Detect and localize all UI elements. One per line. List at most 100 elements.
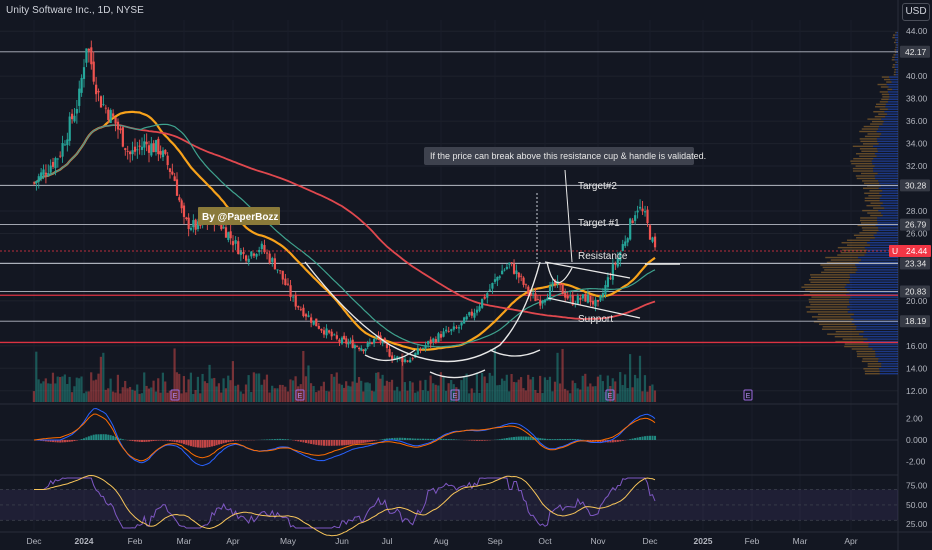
volume-bar: [49, 383, 52, 402]
profile-bar: [875, 350, 898, 353]
macd-histogram-bar: [503, 438, 506, 440]
candle-body: [493, 279, 497, 282]
candle-body: [611, 264, 614, 280]
profile-bar: [896, 31, 898, 34]
macd-histogram-bar: [571, 438, 574, 440]
profile-bar: [895, 31, 897, 34]
candle-body: [406, 360, 409, 362]
volume-bar: [136, 384, 139, 402]
profile-bar: [892, 36, 895, 39]
profile-bar: [867, 249, 898, 251]
macd-histogram-bar: [315, 440, 318, 445]
profile-bar: [867, 363, 882, 365]
candle-body: [231, 241, 235, 246]
volume-bar: [68, 376, 71, 402]
profile-bar: [848, 298, 898, 301]
profile-bar: [861, 172, 878, 175]
profile-bar: [890, 78, 898, 81]
macd-histogram-bar: [183, 440, 185, 445]
macd-tick-label: -2.00: [906, 456, 926, 466]
time-tick-label: Aug: [433, 536, 448, 546]
macd-histogram-bar: [73, 440, 76, 442]
candle-body: [229, 231, 232, 239]
macd-histogram-bar: [166, 440, 169, 441]
candle-body: [271, 258, 274, 262]
level-price-label: 20.83: [905, 287, 927, 297]
profile-bar: [892, 56, 895, 59]
time-tick-label: Feb: [128, 536, 143, 546]
candle-body: [638, 206, 642, 209]
profile-bar: [849, 281, 898, 283]
volume-bar: [444, 390, 448, 402]
time-axis: Dec 2024 Feb Mar Apr May Jun Jul Aug Sep Oct Nov Dec…: [26, 536, 857, 546]
volume-bar: [210, 378, 213, 402]
volume-bar: [304, 376, 307, 402]
volume-bar: [398, 391, 401, 402]
profile-bar: [857, 224, 876, 227]
currency-button[interactable]: USD: [902, 3, 930, 21]
profile-bar: [864, 197, 880, 199]
macd-histogram-bar: [169, 440, 171, 442]
profile-bar: [810, 303, 850, 306]
profile-bar: [852, 167, 874, 170]
macd-histogram-bar: [527, 436, 530, 440]
time-tick-label: Nov: [590, 536, 606, 546]
candle-body: [322, 330, 326, 335]
price-tick-label: 20.00: [906, 296, 928, 306]
volume-bar: [338, 383, 341, 402]
volume-bar: [171, 389, 174, 402]
macd-histogram-bar: [312, 440, 315, 445]
volume-bar: [429, 375, 432, 402]
candle-body: [414, 353, 417, 358]
profile-bar: [849, 308, 898, 311]
macd-histogram-bar: [381, 439, 384, 440]
volume-bar: [342, 387, 346, 402]
volume-bar: [606, 375, 609, 402]
volume-bar: [58, 377, 62, 402]
macd-histogram-bar: [419, 438, 422, 440]
volume-bar: [215, 386, 218, 402]
candle-body: [70, 113, 74, 120]
profile-bar: [859, 138, 877, 140]
profile-bar: [825, 256, 858, 259]
volume-bar: [351, 381, 354, 402]
macd-histogram-bar: [279, 438, 282, 440]
profile-bar: [871, 160, 898, 162]
volume-bar: [616, 393, 619, 402]
volume-bar: [586, 386, 589, 402]
profile-bar: [878, 368, 898, 370]
candle-body: [265, 252, 269, 254]
macd-histogram-bar: [646, 435, 649, 440]
macd-histogram-bar: [266, 439, 269, 440]
candle-body: [90, 47, 93, 65]
volume-bar: [626, 388, 629, 402]
profile-bar: [877, 217, 898, 219]
candle-body: [145, 141, 148, 145]
profile-bar: [840, 251, 867, 254]
macd-histogram-bar: [473, 440, 476, 441]
candle-body: [152, 143, 155, 153]
volume-bar: [196, 376, 199, 402]
volume-bar: [87, 391, 90, 402]
volume-bar: [157, 378, 160, 402]
macd-histogram-bar: [401, 437, 404, 440]
candle-body: [539, 299, 542, 306]
profile-bar: [870, 214, 883, 217]
volume-bar: [189, 372, 192, 402]
candle-body: [95, 84, 98, 95]
volume-bar: [522, 388, 525, 402]
profile-bar: [875, 177, 898, 180]
profile-bar: [872, 120, 884, 123]
candle-body: [496, 276, 499, 281]
candle-body: [498, 276, 501, 278]
profile-bar: [850, 296, 898, 298]
time-tick-label: Apr: [844, 536, 857, 546]
volume-bar: [403, 382, 406, 402]
profile-bar: [846, 244, 870, 246]
candle-body: [63, 144, 67, 146]
candle-body: [401, 357, 404, 362]
candle-body: [534, 293, 537, 302]
profile-bar: [861, 227, 879, 229]
